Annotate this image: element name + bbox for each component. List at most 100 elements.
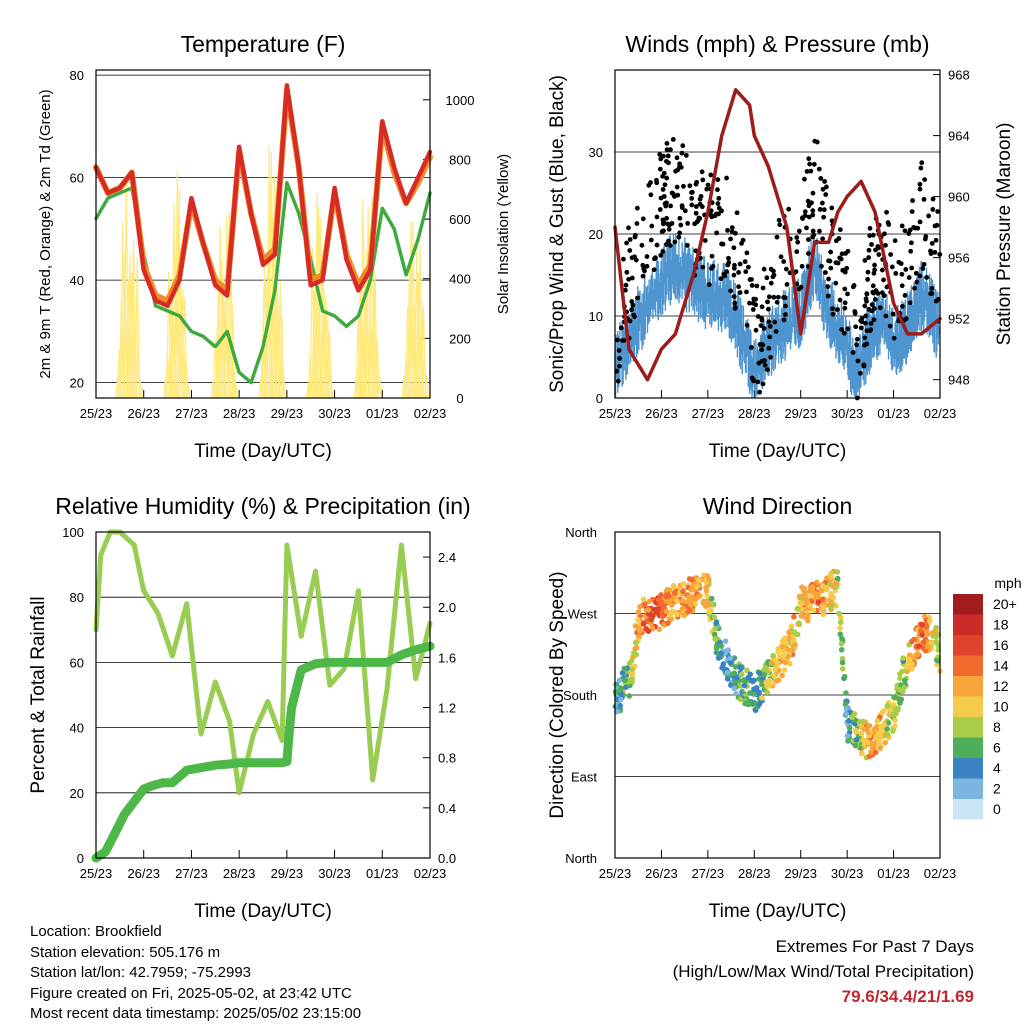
gust-dot: [755, 314, 761, 319]
x-tick-label: 27/23: [175, 866, 208, 881]
gust-dot: [762, 362, 768, 368]
direction-dot: [775, 677, 782, 683]
gust-dot: [732, 305, 738, 311]
gust-dot: [771, 268, 776, 274]
gust-dot: [810, 212, 816, 218]
gust-dot: [863, 313, 869, 319]
gust-dot: [872, 262, 877, 268]
gust-dot: [782, 295, 788, 301]
gust-dot: [822, 179, 827, 184]
gust-dot: [883, 313, 889, 319]
winds-chart: Winds (mph) & Pressure (mb) Time (Day/UTC…: [547, 31, 1015, 462]
gust-dot: [808, 168, 814, 174]
gust-dot: [654, 242, 660, 248]
gust-dot: [648, 237, 654, 243]
gust-dot: [634, 205, 640, 211]
insolation-line: [174, 171, 180, 399]
gust-dot: [666, 160, 671, 166]
gust-dot: [617, 356, 623, 361]
gust-dot: [850, 350, 856, 355]
gust-dot: [852, 309, 858, 314]
temperature-chart: Temperature (F) Time (Day/UTC) 2m & 9m T (…: [37, 31, 512, 462]
insolation-line: [232, 382, 239, 399]
insolation-line: [376, 375, 382, 399]
direction-dot: [737, 696, 744, 703]
gust-dot: [715, 201, 721, 206]
gust-dot: [736, 284, 741, 290]
gust-dot: [816, 166, 822, 172]
gust-dot: [804, 225, 809, 231]
insolation-line: [411, 305, 418, 399]
gust-dot: [731, 272, 737, 278]
direction-dot: [670, 608, 677, 615]
gust-dot: [622, 287, 628, 293]
direction-dot: [839, 655, 846, 662]
insolation-line: [371, 280, 377, 399]
gust-dot: [837, 297, 843, 303]
gust-dot: [896, 259, 902, 265]
gust-dot: [868, 321, 874, 326]
gust-dot: [821, 214, 827, 220]
legend-label: 20+: [993, 596, 1017, 612]
gust-dot: [744, 250, 750, 256]
direction-dot: [920, 639, 927, 646]
x-tick-label: 25/23: [599, 866, 632, 881]
plot-frame: [614, 69, 941, 399]
direction-dot: [629, 672, 635, 678]
gust-dot: [907, 227, 913, 233]
gust-dot: [863, 320, 868, 326]
plot-frame: [95, 531, 431, 859]
gust-dot: [810, 208, 816, 214]
gust-dot: [827, 258, 833, 264]
direction-dot: [649, 625, 656, 631]
x-tick-label: 25/23: [599, 406, 632, 421]
gust-dot: [706, 282, 712, 287]
x-tick-label: 30/23: [318, 406, 351, 421]
legend-swatch: [953, 696, 983, 717]
direction-dot: [708, 595, 715, 602]
gust-dot: [689, 202, 695, 208]
legend-label: 0: [993, 801, 1001, 817]
gust-dot: [632, 234, 638, 240]
insolation-line: [229, 304, 236, 399]
gust-dot: [615, 378, 621, 384]
direction-dot: [794, 631, 801, 638]
direction-dot: [789, 647, 796, 653]
rainfall-line: [91, 641, 435, 863]
gust-dot: [626, 276, 632, 282]
plot-frame: [95, 69, 431, 399]
gust-dot: [833, 280, 839, 286]
gust-dot: [629, 255, 635, 261]
gust-dot: [621, 256, 626, 262]
direction-dot: [626, 693, 633, 699]
direction-dot: [780, 652, 787, 659]
gust-dot: [767, 323, 773, 329]
gust-dot: [805, 198, 811, 204]
direction-dot: [750, 678, 757, 684]
gust-dot: [718, 276, 724, 282]
gust-dot: [917, 273, 923, 279]
direction-dot: [703, 603, 709, 610]
y-tick-label-right: 0: [456, 391, 463, 406]
y-tick-label: 0: [77, 851, 84, 866]
gust-dot: [862, 303, 868, 309]
direction-dot: [828, 604, 834, 611]
x-tick-label: 02/23: [924, 406, 957, 421]
gust-dot: [906, 275, 912, 280]
insolation-line: [323, 297, 329, 399]
insolation-line: [183, 355, 189, 399]
x-tick-label: 30/23: [831, 406, 864, 421]
gust-dot: [930, 207, 936, 212]
gust-dot: [907, 300, 913, 306]
legend-swatch: [953, 635, 983, 656]
gust-dot: [845, 248, 851, 254]
gust-dot: [749, 375, 755, 381]
direction-dot: [820, 611, 827, 618]
gust-dot: [660, 249, 666, 254]
gust-dot: [747, 300, 752, 306]
gust-dot: [796, 286, 802, 292]
direction-dot: [704, 592, 710, 599]
gust-dot: [640, 262, 646, 268]
direction-dot: [628, 658, 635, 664]
direction-dot: [860, 718, 866, 725]
